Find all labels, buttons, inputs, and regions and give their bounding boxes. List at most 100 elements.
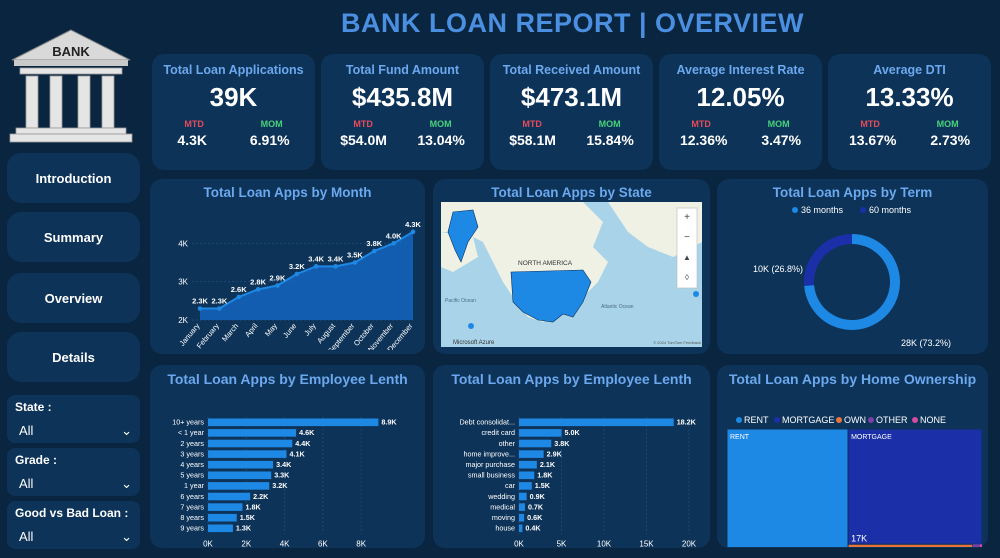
map-copyright: © 2024 TomTom Feedback [653,340,701,345]
data-label: 3.4K [328,254,344,263]
chevron-down-icon[interactable]: ⌄ [121,423,132,438]
nav-overview-button[interactable]: Overview [7,273,140,323]
kpi-title: Average Interest Rate [676,63,805,77]
category-label: 6 years [180,492,204,501]
legend-marker [792,207,798,213]
region-label: NORTH AMERICA [518,260,573,267]
bank-logo: BANK [9,29,133,143]
bar [208,450,287,458]
category-label: credit card [481,428,515,437]
category-label: wedding [487,492,515,501]
state-map[interactable]: NORTH AMERICA Pacific Ocean Atlantic Oce… [433,202,710,352]
page-title: BANK LOAN REPORT | OVERVIEW [340,8,805,38]
category-label: house [495,524,515,533]
category-label: 4 years [180,460,204,469]
slicer-label: Grade : [15,453,58,467]
home-ownership-treemap[interactable]: RENTMORTGAGEOWNOTHERNONERENT18KMORTGAGE1… [717,387,988,558]
mtd-label: MTD [860,119,880,129]
nav-introduction-button[interactable]: Introduction [7,153,140,203]
ocean-right-label: Atlantic Ocean [601,304,634,310]
kpi-title: Total Loan Applications [163,63,304,77]
mtd-label: MTD [184,119,204,129]
purpose-bar-chart[interactable]: 0K 5K 10K 15K 20K Debt consolidat... 18.2K cred… [433,387,710,549]
mom-label: MOM [260,119,283,129]
data-label: 4.0K [386,231,402,240]
data-label: 8.9K [381,418,397,427]
zoom-in-icon: + [684,212,690,223]
data-point [333,264,338,269]
slicer-label: State : [15,400,52,414]
nav-details-button[interactable]: Details [7,332,140,382]
tile-name: MORTGAGE [851,434,892,441]
mom-value: 6.91% [249,132,290,148]
mom-value: 15.84% [586,132,634,148]
data-point [217,306,222,311]
y-tick-label: 2K [178,316,188,325]
data-label: 2.3K [192,297,208,306]
x-tick-label: June [281,322,298,340]
data-label: 1.5K [240,513,256,522]
category-label: 10+ years [172,418,204,427]
data-label: 0.7K [528,502,544,511]
data-label: 2.2K [253,492,269,501]
data-label: 4.6K [299,428,315,437]
map-style-icon: ▲ [683,253,691,262]
kpi-total-loan-applications: Total Loan Applications 39K MTD MOM 4.3K 6… [152,54,315,170]
mtd-value: 12.36% [679,132,728,148]
data-label: 2.6K [231,285,247,294]
ocean-left-label: Pacific Ocean [445,298,476,304]
bar [208,471,272,480]
data-label: 1.8K [245,502,261,511]
category-label: 9 years [180,524,204,533]
legend-label: 60 months [869,205,912,215]
bar [519,524,523,533]
nav-summary-button[interactable]: Summary [7,212,140,262]
data-point [294,271,300,277]
bar [519,439,552,448]
slicer-value: All [19,423,34,438]
chevron-down-icon[interactable]: ⌄ [121,476,132,491]
treemap-tile-mortgage [847,428,983,545]
map-controls[interactable]: + − ▲ ◊ [676,207,698,289]
bar [519,482,532,490]
logo-text: BANK [52,44,90,59]
bar [519,418,674,427]
state-slicer[interactable]: State : All ⌄ [7,395,140,443]
kpi-value: $473.1M [520,82,623,112]
bar [519,460,537,469]
mtd-label: MTD [353,119,373,129]
grade-slicer[interactable]: Grade : All ⌄ [7,448,140,496]
kpi-title: Total Received Amount [502,63,641,77]
mtd-label: MTD [691,119,711,129]
data-label: 2.9K [270,274,286,283]
legend-marker [736,417,742,423]
category-label: 7 years [180,502,204,511]
category-label: small business [468,471,516,480]
emp-length-bar-chart[interactable]: 0K 2K 4K 6K 8K 10+ years 8.9K < 1 year 4.6K 2 yea… [150,387,425,549]
good-bad-loan-slicer[interactable]: Good vs Bad Loan : All ⌄ [7,501,140,549]
kpi-total-fund-amount: Total Fund Amount $435.8M MTD MOM $54.0M 1… [321,54,484,170]
term-donut-chart[interactable]: 36 months 60 months 10K (26.8%) 28K (73.2%) [717,200,988,350]
x-tick-label: April [243,321,260,339]
home-ownership-panel: Total Loan Apps by Home Ownership RENT MO… [717,365,988,558]
category-label: 3 years [180,449,204,458]
zoom-out-icon: − [684,232,690,243]
x-tick-label: 8K [356,540,366,547]
data-label: 3.5K [347,251,363,260]
x-tick-label: 6K [318,540,328,547]
x-tick-label: 20K [682,540,697,547]
emp-length-title: Total Loan Apps by Employee Lenth [167,371,408,387]
x-tick-label: July [302,321,318,337]
bar [208,492,251,501]
bar [208,524,233,533]
y-tick-label: 3K [178,278,188,287]
month-area-chart[interactable]: 2K3K4K2.3KJanuary2.3KFebruary2.6KMarch2.… [150,200,425,356]
mtd-value: 13.67% [848,132,897,148]
legend-label: RENT [744,415,769,425]
data-point [391,241,396,246]
bar [208,418,379,427]
kpi-value: 39K [209,82,258,112]
data-label: 3.8K [366,239,382,248]
bar [519,492,527,501]
chevron-down-icon[interactable]: ⌄ [121,529,132,544]
